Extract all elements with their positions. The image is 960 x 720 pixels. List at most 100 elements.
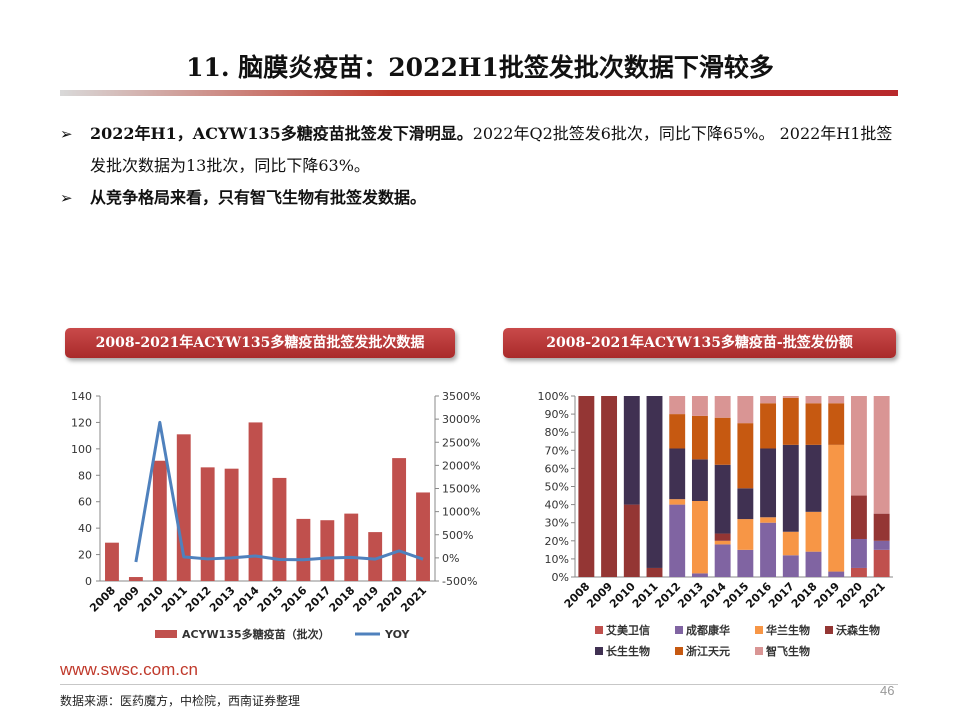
y2-tick-label: 3500%: [442, 390, 480, 403]
stack-segment: [691, 415, 708, 460]
stack-segment: [669, 499, 686, 505]
batch-yoy-chart: 0 20 40 60 80 100 120 140 -500% 0% 500% 1000% 1500% 2…: [71, 390, 480, 641]
stack-segment: [873, 396, 890, 514]
y-tick-label: 40%: [545, 499, 569, 512]
stack-segment: [760, 517, 777, 523]
y-tick-label: 120: [71, 416, 92, 429]
legend-label: 浙江天元: [686, 644, 730, 658]
legend-label: 智飞生物: [766, 644, 810, 658]
bullet-list: ➢ 2022年H1，ACYW135多糖疫苗批签发下滑明显。2022年Q2批签发6…: [60, 118, 905, 214]
y-tick-label: 20: [78, 549, 92, 562]
x-tick-label: 2015: [255, 584, 286, 615]
stack-segment: [805, 396, 822, 404]
x-tick-label: 2009: [111, 584, 142, 615]
stack-segment: [805, 403, 822, 445]
bar: [176, 434, 191, 581]
stack-segment: [782, 397, 799, 445]
footer-divider: [60, 684, 898, 685]
y-tick-label: 80%: [545, 426, 569, 439]
y2-tick-label: 3000%: [442, 413, 480, 426]
stack-segment: [760, 522, 777, 577]
y-tick-label: 0%: [552, 571, 569, 584]
y-tick-label: 140: [71, 390, 92, 403]
stack-segment: [737, 488, 754, 520]
stack-segment: [646, 567, 663, 577]
legend-label: 长生生物: [606, 644, 650, 658]
stack-segment: [850, 495, 867, 539]
stack-segment: [714, 540, 731, 545]
share-stacked-chart: 0%10%20%30%40%50%60%70%80%90%100%2008200…: [538, 390, 893, 658]
stack-segment: [805, 444, 822, 512]
stack-segment: [873, 513, 890, 541]
bar: [272, 477, 287, 581]
arrow-bullet-icon: ➢: [60, 125, 73, 143]
legend-swatch: [825, 626, 833, 634]
stack-segment: [623, 504, 640, 577]
yoy-line: [134, 420, 424, 563]
stack-segment: [691, 573, 708, 577]
x-tick-label: 2021: [398, 584, 429, 615]
stack-segment: [828, 403, 845, 445]
y-tick-label: 100: [71, 443, 92, 456]
stack-segment: [850, 567, 867, 577]
legend-label: 沃森生物: [836, 623, 880, 637]
stack-segment: [669, 448, 686, 500]
y2-tick-label: -500%: [442, 575, 477, 588]
bar: [320, 520, 335, 581]
y-tick-label: 60: [78, 496, 92, 509]
x-tick-label: 2020: [374, 584, 405, 615]
bar: [200, 467, 215, 581]
stack-segment: [850, 538, 867, 568]
stack-segment: [760, 396, 777, 404]
stack-segment: [714, 417, 731, 465]
stack-segment: [714, 533, 731, 541]
y2-tick-label: 1000%: [442, 506, 480, 519]
x-tick-label: 2021: [857, 580, 888, 611]
stack-segment: [782, 555, 799, 577]
stack-segment: [782, 444, 799, 532]
title-underline: [60, 90, 898, 96]
bar: [344, 513, 359, 581]
y-tick-label: 50%: [545, 481, 569, 494]
bar: [105, 542, 119, 581]
y-tick-label: 70%: [545, 444, 569, 457]
y2-tick-label: 500%: [442, 529, 473, 542]
legend-label: 华兰生物: [766, 623, 810, 637]
bar: [416, 492, 430, 581]
y2-tick-label: 1500%: [442, 483, 480, 496]
x-tick-label: 2017: [303, 584, 334, 615]
stack-segment: [873, 540, 890, 550]
stack-segment: [737, 423, 754, 489]
x-tick-label: 2014: [231, 584, 262, 615]
legend-label: 艾美卫信: [606, 623, 650, 637]
legend-label-line: YOY: [384, 628, 411, 641]
stack-segment: [873, 549, 890, 577]
x-tick-label: 2013: [207, 584, 238, 615]
y-tick-label: 40: [78, 522, 92, 535]
footer-url[interactable]: www.swsc.com.cn: [60, 660, 198, 679]
x-tick-label: 2016: [279, 584, 310, 615]
stack-segment: [669, 396, 686, 415]
y-tick-label: 20%: [545, 535, 569, 548]
page-title: 11. 脑膜炎疫苗：2022H1批签发批次数据下滑较多: [186, 53, 774, 82]
legend-swatch: [755, 626, 763, 634]
x-tick-label: 2011: [159, 584, 190, 615]
stack-segment: [805, 511, 822, 552]
bullet-1-text: 2022年Q2批签发6批次，同比下降65%。 2022年H1批签发批次数据为13…: [90, 124, 893, 175]
legend-swatch-bar: [155, 630, 177, 638]
stack-segment: [669, 504, 686, 577]
stack-segment: [714, 464, 731, 534]
stack-segment: [760, 403, 777, 449]
stack-segment: [782, 396, 799, 398]
stack-segment: [737, 396, 754, 424]
right-chart-title: 2008-2021年ACYW135多糖疫苗-批签发份额: [503, 328, 896, 358]
stack-segment: [805, 551, 822, 577]
stack-segment: [760, 448, 777, 518]
stack-segment: [623, 396, 640, 505]
stack-segment: [828, 444, 845, 572]
bullet-item-1: ➢ 2022年H1，ACYW135多糖疫苗批签发下滑明显。2022年Q2批签发6…: [60, 118, 905, 182]
bullet-1-bold: 2022年H1，ACYW135多糖疫苗批签发下滑明显。: [90, 124, 473, 143]
x-tick-label: 2019: [350, 584, 381, 615]
bar: [392, 458, 407, 581]
stack-segment: [691, 500, 708, 574]
